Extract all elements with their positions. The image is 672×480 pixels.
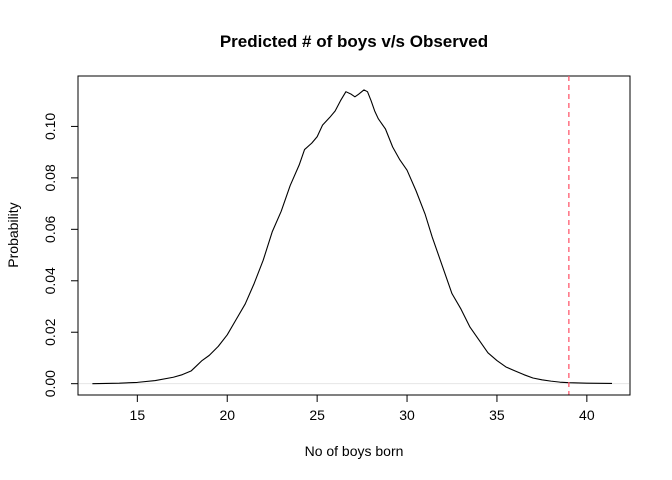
- y-axis-label: Probability: [5, 202, 21, 267]
- density-curve-0: [92, 89, 613, 385]
- y-tick-label: 0.10: [42, 113, 58, 140]
- y-tick-label: 0.02: [42, 318, 58, 345]
- x-tick-label: 35: [489, 407, 505, 423]
- y-tick-label: 0.00: [42, 370, 58, 397]
- y-tick-label: 0.06: [42, 215, 58, 242]
- y-tick-label: 0.04: [42, 267, 58, 294]
- x-axis-ticks: 15 20 25 30 35 40: [130, 395, 595, 423]
- plot-frame: [77, 75, 631, 396]
- x-tick-label: 30: [399, 407, 415, 423]
- x-tick-label: 40: [579, 407, 595, 423]
- chart-title: Predicted # of boys v/s Observed: [220, 32, 488, 51]
- x-axis-label: No of boys born: [305, 443, 404, 459]
- y-axis-ticks: 0.00 0.02 0.04 0.06 0.08 0.10: [42, 113, 78, 397]
- x-tick-label: 25: [309, 407, 325, 423]
- plot-area: [79, 76, 629, 395]
- x-tick-label: 20: [219, 407, 235, 423]
- y-tick-label: 0.08: [42, 164, 58, 191]
- x-tick-label: 15: [130, 407, 146, 423]
